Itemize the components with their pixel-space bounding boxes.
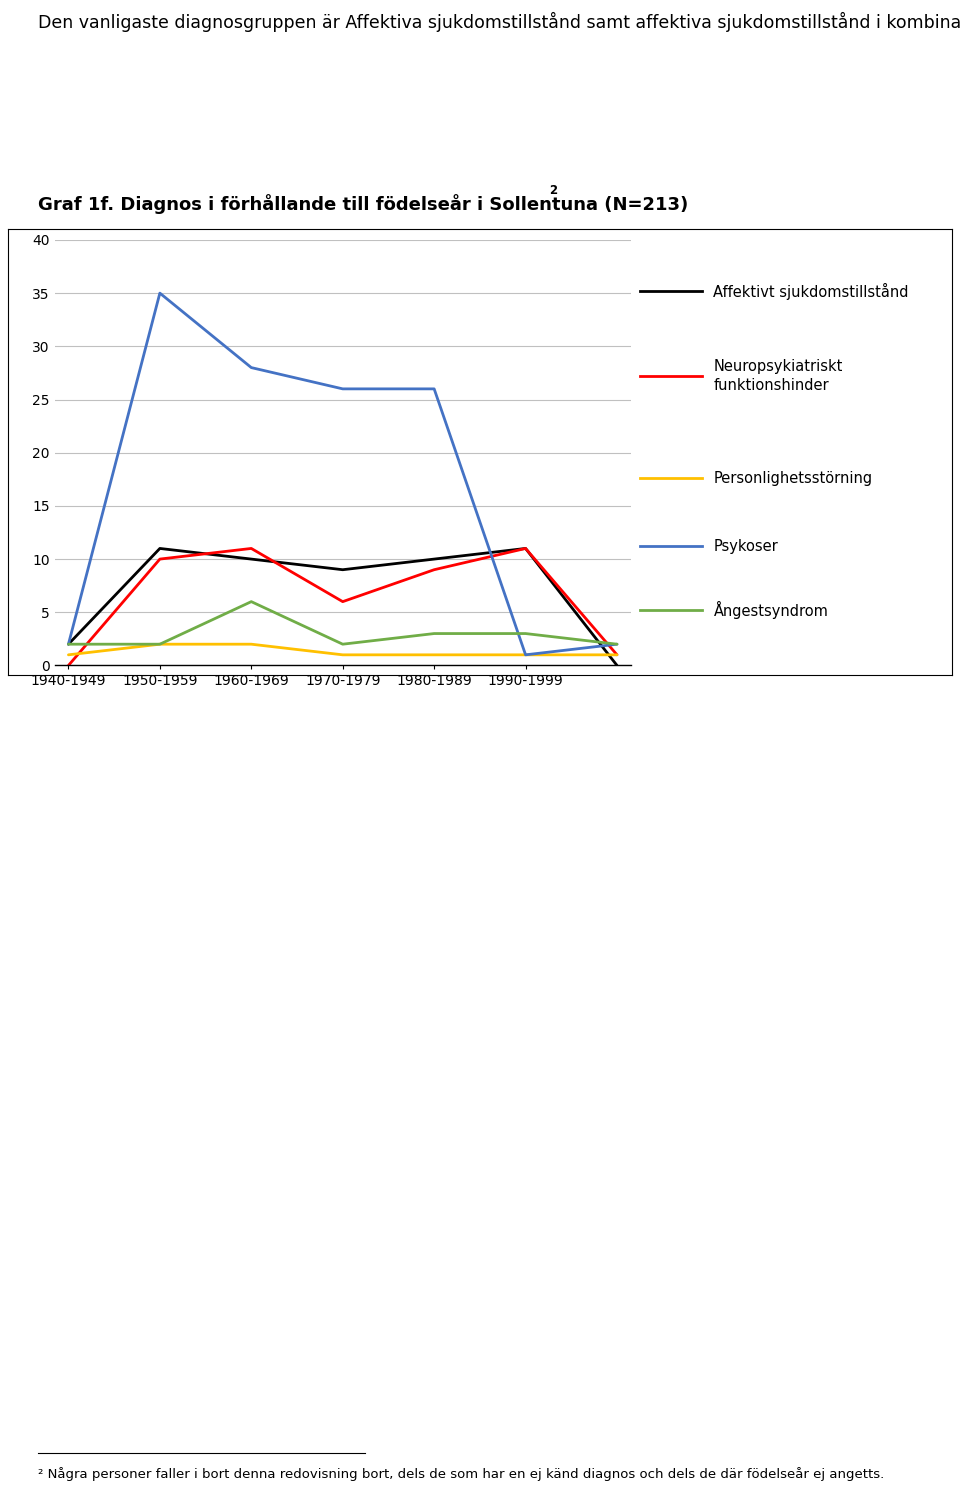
Text: 2: 2 bbox=[549, 184, 557, 198]
Text: Affektivt sjukdomstillstånd: Affektivt sjukdomstillstånd bbox=[713, 282, 909, 299]
Text: Personlighetsstörning: Personlighetsstörning bbox=[713, 471, 873, 486]
Text: Graf 1f. Diagnos i förhållande till födelseår i Sollentuna (N=213): Graf 1f. Diagnos i förhållande till föde… bbox=[38, 193, 688, 214]
Text: Ångestsyndrom: Ångestsyndrom bbox=[713, 601, 828, 619]
Text: Neuropsykiatriskt
funktionshinder: Neuropsykiatriskt funktionshinder bbox=[713, 359, 843, 392]
Text: Psykoser: Psykoser bbox=[713, 539, 779, 554]
Text: ² Några personer faller i bort denna redovisning bort, dels de som har en ej kän: ² Några personer faller i bort denna red… bbox=[38, 1467, 885, 1482]
Text: Den vanligaste diagnosgruppen är Affektiva sjukdomstillstånd samt affektiva sjuk: Den vanligaste diagnosgruppen är Affekti… bbox=[38, 12, 960, 32]
